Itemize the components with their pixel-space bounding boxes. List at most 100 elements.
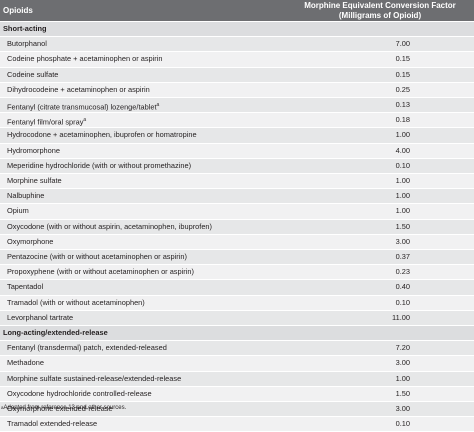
opioid-name-text: Oxycodone hydrochloride controlled-relea… xyxy=(7,388,152,398)
table-row: Fentanyl film/oral spraya 0.18 xyxy=(0,113,474,129)
opioid-name-text: Morphine sulfate sustained-release/exten… xyxy=(7,373,182,383)
opioid-name-text: Dihydrocodeine + acetaminophen or aspiri… xyxy=(7,84,150,94)
table-row: Fentanyl (citrate transmucosal) lozenge/… xyxy=(0,98,474,114)
conversion-factor-value: 4.00 xyxy=(395,145,410,155)
conversion-factor-value: 0.13 xyxy=(395,100,410,109)
conversion-factor-value: 1.00 xyxy=(395,373,410,383)
table-row: Butorphanol 7.00 xyxy=(0,37,474,53)
opioid-name: Morphine sulfate sustained-release/exten… xyxy=(7,372,181,386)
opioid-name: Dihydrocodeine + acetaminophen or aspiri… xyxy=(7,83,150,97)
opioid-name: Morphine sulfate xyxy=(7,174,62,188)
opioid-name-text: Tramadol extended-release xyxy=(7,419,98,429)
table-row: Oxycodone hydrochloride controlled-relea… xyxy=(0,386,474,402)
opioid-name-text: Propoxyphene (with or without acetaminop… xyxy=(7,267,194,277)
opioid-name: Fentanyl (citrate transmucosal) lozenge/… xyxy=(7,98,159,114)
opioid-name-text: Morphine sulfate xyxy=(7,176,62,185)
opioid-name: Codeine sulfate xyxy=(7,68,58,82)
opioid-name: Oxymorphone xyxy=(7,235,53,249)
opioid-name: Oxymorphone extended-release xyxy=(7,402,113,416)
opioid-name-text: Codeine sulfate xyxy=(7,69,59,79)
table-row: Dihydrocodeine + acetaminophen or aspiri… xyxy=(0,82,474,98)
opioid-name: Butorphanol xyxy=(7,37,47,51)
conversion-factor-value: 0.25 xyxy=(395,84,410,94)
opioid-name: Pentazocine (with or without acetaminoph… xyxy=(7,250,187,264)
opioid-name-text: Hydromorphone xyxy=(7,145,60,155)
footnote-reference: a xyxy=(156,102,160,108)
section-header: Short-acting xyxy=(0,22,474,38)
conversion-factor-value: 1.00 xyxy=(395,130,410,140)
opioid-name-text: Oxycodone (with or without aspirin, acet… xyxy=(7,221,212,231)
conversion-factor-value: 0.18 xyxy=(395,115,410,125)
opioid-name: Meperidine hydrochloride (with or withou… xyxy=(7,159,191,173)
opioid-name-text: Hydrocodone + acetaminophen, ibuprofen o… xyxy=(7,130,197,140)
conversion-factor-value: 0.10 xyxy=(395,160,410,170)
conversion-factor-value: 0.15 xyxy=(395,54,410,64)
conversion-factor-value: 0.40 xyxy=(395,282,410,292)
opioid-name-text: Levorphanol tartrate xyxy=(7,312,74,322)
conversion-factor-value: 7.00 xyxy=(395,39,410,49)
opioid-name-text: Fentanyl (citrate transmucosal) lozenge/… xyxy=(7,102,157,112)
opioids-column-header: Opioids xyxy=(3,6,33,15)
conversion-factor-column-header: Morphine Equivalent Conversion Factor (M… xyxy=(290,1,470,21)
table-row: Codeine sulfate 0.15 xyxy=(0,67,474,83)
conversion-factor-value: 0.37 xyxy=(395,252,410,261)
opioid-name-text: Pentazocine (with or without acetaminoph… xyxy=(7,252,187,261)
opioid-name-text: Opium xyxy=(7,206,29,216)
conversion-factor-header-line2: (Milligrams of Opioid) xyxy=(338,11,422,20)
conversion-factor-value: 0.23 xyxy=(395,267,410,277)
opioid-name-text: Codeine phosphate + acetaminophen or asp… xyxy=(7,54,163,64)
conversion-factor-value: 1.00 xyxy=(395,191,410,201)
table-row: Hydromorphone 4.00 xyxy=(0,143,474,159)
opioid-name: Opium xyxy=(7,204,29,218)
table-row: Methadone 3.00 xyxy=(0,356,474,372)
table-row: Opium 1.00 xyxy=(0,204,474,220)
opioid-name-text: Fentanyl film/oral spray xyxy=(7,117,84,127)
conversion-factor-value: 1.00 xyxy=(395,176,410,185)
conversion-factor-value: 0.10 xyxy=(395,297,410,307)
opioid-name-text: Oxymorphone extended-release xyxy=(7,404,113,413)
opioid-name: Hydrocodone + acetaminophen, ibuprofen o… xyxy=(7,128,197,142)
table-row: Meperidine hydrochloride (with or withou… xyxy=(0,158,474,174)
opioid-name: Tramadol extended-release xyxy=(7,417,97,431)
conversion-factor-value: 3.00 xyxy=(395,358,410,368)
table-row: Propoxyphene (with or without acetaminop… xyxy=(0,265,474,281)
conversion-factor-value: 1.50 xyxy=(395,221,410,231)
opioid-name-text: Nalbuphine xyxy=(7,191,45,201)
table-row: Oxycodone (with or without aspirin, acet… xyxy=(0,219,474,235)
opioid-name-text: Oxymorphone xyxy=(7,236,54,246)
footnote-text: Adapted from reference 13 and other sour… xyxy=(3,405,127,411)
opioid-name: Tramadol (with or without acetaminophen) xyxy=(7,296,145,310)
table-row: Tramadol (with or without acetaminophen)… xyxy=(0,295,474,311)
table-row: Morphine sulfate 1.00 xyxy=(0,174,474,190)
conversion-factor-value: 0.15 xyxy=(395,69,410,79)
opioid-name-text: Fentanyl (transdermal) patch, extended-r… xyxy=(7,343,167,353)
conversion-factor-value: 11.00 xyxy=(392,312,410,322)
opioid-name: Levorphanol tartrate xyxy=(7,311,73,325)
table-row: Fentanyl (transdermal) patch, extended-r… xyxy=(0,341,474,357)
conversion-factor-header-line1: Morphine Equivalent Conversion Factor xyxy=(304,1,456,10)
conversion-factor-value: 0.10 xyxy=(395,419,410,429)
opioid-name: Codeine phosphate + acetaminophen or asp… xyxy=(7,52,163,66)
opioid-name: Fentanyl (transdermal) patch, extended-r… xyxy=(7,341,167,355)
section-header: Long-acting/extended-release xyxy=(0,326,474,342)
opioid-name: Hydromorphone xyxy=(7,144,60,158)
table-row: Hydrocodone + acetaminophen, ibuprofen o… xyxy=(0,128,474,144)
table-row: Nalbuphine 1.00 xyxy=(0,189,474,205)
table-row: Morphine sulfate sustained-release/exten… xyxy=(0,371,474,387)
footnote-mark: a xyxy=(1,405,4,410)
opioid-name: Tapentadol xyxy=(7,280,43,294)
conversion-factor-value: 3.00 xyxy=(395,236,410,246)
conversion-factor-value: 3.00 xyxy=(395,404,410,413)
conversion-factor-value: 1.50 xyxy=(395,388,410,398)
table-row: Tramadol extended-release 0.10 xyxy=(0,417,474,432)
table-row: Oxymorphone 3.00 xyxy=(0,234,474,250)
table-header: Opioids Morphine Equivalent Conversion F… xyxy=(0,0,474,21)
opioid-name: Nalbuphine xyxy=(7,189,44,203)
opioid-name: Propoxyphene (with or without acetaminop… xyxy=(7,265,194,279)
table-row: Pentazocine (with or without acetaminoph… xyxy=(0,250,474,266)
footnote: aAdapted from reference 13 and other sou… xyxy=(1,405,126,411)
opioid-name: Fentanyl film/oral spraya xyxy=(7,113,86,129)
opioid-name: Oxycodone (with or without aspirin, acet… xyxy=(7,220,212,234)
table-row: Tapentadol 0.40 xyxy=(0,280,474,296)
